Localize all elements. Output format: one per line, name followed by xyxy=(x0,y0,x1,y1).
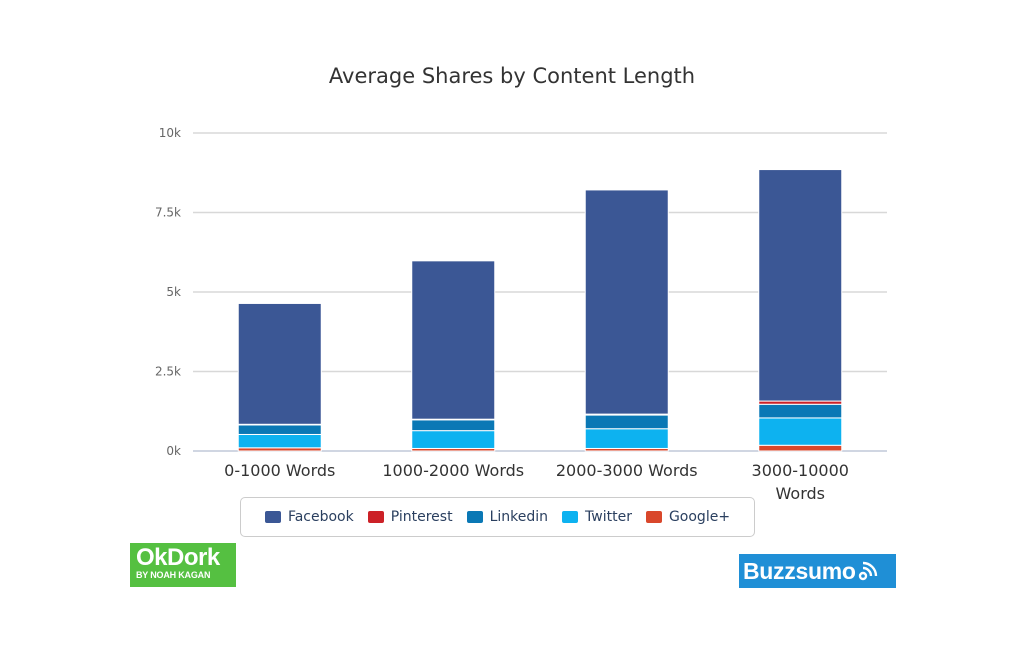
legend-item-facebook[interactable]: Facebook xyxy=(264,509,354,525)
legend-label: Twitter xyxy=(585,509,632,525)
bar-segment-linkedin xyxy=(237,424,322,435)
chart-title: Average Shares by Content Length xyxy=(328,64,696,88)
legend-swatch xyxy=(367,511,384,523)
legend-label: Google+ xyxy=(668,509,731,525)
legend-item-twitter[interactable]: Twitter xyxy=(562,509,632,525)
okdork-logo: OkDork BY NOAH KAGAN xyxy=(130,543,236,587)
x-tick-label: Words xyxy=(776,484,825,503)
legend-swatch xyxy=(562,511,579,523)
x-tick-label: 3000-10000 xyxy=(752,461,849,480)
legend-label: Linkedin xyxy=(489,509,549,525)
x-tick-label: 0-1000 Words xyxy=(224,461,335,480)
legend-swatch xyxy=(264,511,281,523)
chart-legend: Facebook Pinterest Linkedin Twitter Google+ xyxy=(240,497,755,537)
bar-segment-linkedin xyxy=(584,414,669,430)
legend-label: Facebook xyxy=(287,509,354,525)
bar-segment-twitter xyxy=(758,417,843,446)
legend-label: Pinterest xyxy=(390,509,453,525)
bar-segment-facebook xyxy=(411,260,496,420)
bar-segment-twitter xyxy=(584,428,669,449)
buzzsumo-logo: Buzzsumo xyxy=(739,554,896,588)
legend-item-pinterest[interactable]: Pinterest xyxy=(367,509,453,525)
y-tick-label: 0k xyxy=(166,444,181,458)
x-tick-label: 2000-3000 Words xyxy=(556,461,698,480)
bar-segment-linkedin xyxy=(411,419,496,432)
y-tick-label: 7.5k xyxy=(155,206,181,220)
bar-segment-facebook xyxy=(237,302,322,425)
legend-item-google-[interactable]: Google+ xyxy=(645,509,731,525)
bar-segment-linkedin xyxy=(758,403,843,419)
x-tick-label: 1000-2000 Words xyxy=(382,461,524,480)
bar-segment-twitter xyxy=(237,433,322,449)
bar-segment-facebook xyxy=(758,169,843,402)
y-tick-label: 10k xyxy=(159,126,181,140)
y-tick-label: 2.5k xyxy=(155,365,181,379)
legend-swatch xyxy=(645,511,662,523)
wifi-icon xyxy=(858,561,877,581)
bar-segment-twitter xyxy=(411,430,496,449)
bar-segment-google- xyxy=(758,444,843,452)
legend-swatch xyxy=(466,511,483,523)
y-tick-label: 5k xyxy=(166,285,181,299)
legend-item-linkedin[interactable]: Linkedin xyxy=(466,509,549,525)
bar-segment-facebook xyxy=(584,189,669,415)
